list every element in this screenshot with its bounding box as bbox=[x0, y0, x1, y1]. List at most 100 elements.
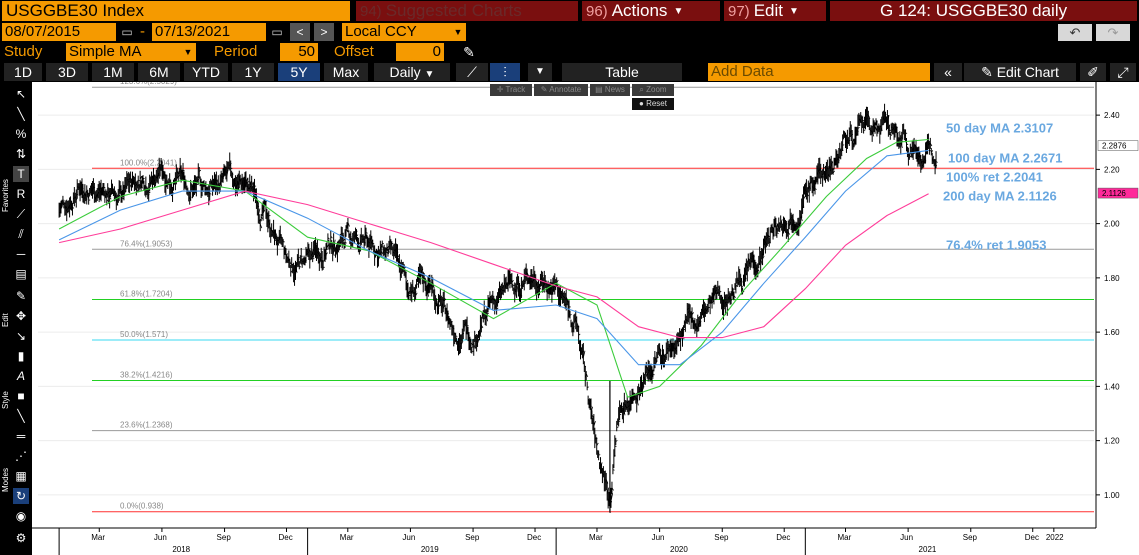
frequency-label: Daily bbox=[389, 64, 421, 80]
mode-icon[interactable]: ↻ bbox=[13, 488, 29, 504]
regression-icon[interactable]: R bbox=[16, 187, 26, 201]
bar-chart-icon[interactable]: ⫶ bbox=[490, 63, 520, 81]
undo-button[interactable]: ↶ bbox=[1058, 24, 1092, 41]
price-chart[interactable]: 123.6%(2.5029) 100.0%(2.2041) 76.4%(1.9053… bbox=[32, 82, 1139, 555]
price-bar-close bbox=[290, 270, 293, 274]
move-icon[interactable]: ✥ bbox=[15, 309, 27, 323]
channel-icon[interactable]: ⫽ bbox=[18, 227, 24, 241]
chevron-down-icon[interactable]: ▼ bbox=[528, 63, 552, 81]
price-bar-close bbox=[103, 186, 106, 189]
price-bar-close bbox=[526, 272, 530, 277]
add-data-input[interactable]: Add Data bbox=[708, 63, 930, 81]
range-tab-1d[interactable]: 1D bbox=[4, 63, 42, 81]
prev-period-button[interactable]: < bbox=[290, 23, 310, 41]
pencil-icon: ✎ bbox=[540, 85, 548, 94]
pattern-icon[interactable]: ▦ bbox=[15, 469, 27, 483]
price-bar-close bbox=[930, 150, 934, 153]
ticker-field[interactable]: USGGBE30 Index bbox=[2, 1, 350, 21]
price-bar-close bbox=[851, 138, 855, 145]
price-bar-close bbox=[814, 188, 817, 190]
price-bar-close bbox=[762, 255, 765, 260]
expand-icon[interactable]: ⤢ bbox=[1110, 63, 1136, 81]
chevron-down-icon[interactable]: ▼ bbox=[450, 23, 466, 41]
line-style-icon[interactable]: ═ bbox=[16, 429, 26, 443]
table-button[interactable]: Table bbox=[562, 63, 682, 81]
study-select[interactable]: Simple MA bbox=[66, 43, 180, 61]
dashed-line-icon[interactable]: ⋰ bbox=[15, 449, 27, 463]
chart-background bbox=[32, 82, 1139, 555]
chevron-down-icon[interactable]: ▼ bbox=[180, 43, 196, 61]
price-bar-close bbox=[485, 314, 489, 322]
news-button[interactable]: ▤ News bbox=[590, 84, 630, 96]
offset-label: Offset bbox=[334, 43, 374, 60]
range-tab-5y[interactable]: 5Y bbox=[278, 63, 320, 81]
price-bar-close bbox=[289, 261, 292, 265]
price-bar-close bbox=[614, 445, 617, 448]
select-icon[interactable]: ↘ bbox=[15, 329, 27, 343]
zoom-button[interactable]: ⌕ Zoom bbox=[632, 84, 674, 96]
eraser-icon[interactable]: ▮ bbox=[17, 349, 25, 363]
palette-icon[interactable]: ◉ bbox=[15, 509, 27, 523]
currency-select[interactable]: Local CCY bbox=[342, 23, 450, 41]
line-color-icon[interactable]: ╲ bbox=[17, 409, 25, 423]
line-chart-icon[interactable]: ⟋ bbox=[456, 63, 488, 81]
price-bar-close bbox=[385, 250, 388, 254]
range-tab-max[interactable]: Max bbox=[324, 63, 368, 81]
start-date-field[interactable]: 08/07/2015 bbox=[2, 23, 116, 41]
calendar-icon[interactable]: ▭ bbox=[118, 23, 136, 41]
range-tab-3d[interactable]: 3D bbox=[46, 63, 88, 81]
suggested-charts-button[interactable]: 94) Suggested Charts bbox=[356, 1, 578, 21]
actions-menu-button[interactable]: 96) Actions ▼ bbox=[582, 1, 720, 21]
pen-icon[interactable]: ✎ bbox=[15, 289, 27, 303]
line-tool-icon[interactable]: ╲ bbox=[17, 107, 25, 121]
price-bar-close bbox=[582, 350, 586, 358]
x-tick-label: Jun bbox=[402, 533, 415, 542]
period-input[interactable]: 50 bbox=[280, 43, 318, 61]
price-bar-close bbox=[358, 242, 361, 245]
news-icon: ▤ bbox=[595, 85, 603, 94]
price-bar-close bbox=[182, 169, 185, 172]
trend-icon[interactable]: ⟋ bbox=[16, 207, 26, 221]
chart-settings-icon[interactable]: ✐ bbox=[1080, 63, 1106, 81]
track-button[interactable]: ✛ Track bbox=[490, 84, 532, 96]
range-tab-1y[interactable]: 1Y bbox=[232, 63, 274, 81]
price-bar-close bbox=[426, 289, 430, 297]
price-bar-close bbox=[775, 223, 778, 231]
fibonacci-icon[interactable]: ⇅ bbox=[15, 147, 27, 161]
range-tab-1m[interactable]: 1M bbox=[92, 63, 134, 81]
price-bar-close bbox=[259, 224, 263, 229]
price-bar-close bbox=[477, 338, 480, 344]
x-tick-label: Mar bbox=[837, 533, 851, 542]
next-period-button[interactable]: > bbox=[314, 23, 334, 41]
frequency-select[interactable]: Daily ▼ bbox=[374, 63, 450, 81]
reset-button[interactable]: ● Reset bbox=[632, 98, 674, 110]
band-icon[interactable]: ▤ bbox=[15, 267, 27, 281]
edit-chart-button[interactable]: ✎ Edit Chart bbox=[964, 63, 1076, 81]
font-icon[interactable]: A bbox=[16, 369, 25, 383]
price-bar-close bbox=[760, 258, 763, 265]
price-bar-close bbox=[591, 414, 594, 418]
redo-button[interactable]: ↷ bbox=[1096, 24, 1130, 41]
annotate-button[interactable]: ✎ Annotate bbox=[534, 84, 588, 96]
pointer-icon[interactable]: ↖ bbox=[15, 87, 27, 101]
end-date-field[interactable]: 07/13/2021 bbox=[152, 23, 266, 41]
text-tool-icon[interactable]: T bbox=[13, 166, 29, 182]
price-bar-close bbox=[644, 371, 648, 378]
y-tick-label: 1.80 bbox=[1104, 274, 1120, 283]
range-bar: 1D 3D 1M 6M YTD 1Y 5Y Max Daily ▼ ⟋ ⫶ ▼ … bbox=[0, 62, 1139, 82]
offset-input[interactable]: 0 bbox=[396, 43, 444, 61]
collapse-icon[interactable]: « bbox=[934, 63, 962, 81]
range-tab-ytd[interactable]: YTD bbox=[184, 63, 228, 81]
pencil-icon[interactable]: ✎ bbox=[458, 43, 480, 61]
price-bar-close bbox=[489, 301, 492, 304]
actions-label: Actions bbox=[611, 1, 668, 20]
x-tick-label: Sep bbox=[963, 533, 978, 542]
fill-color-icon[interactable]: ■ bbox=[17, 389, 25, 403]
horizontal-line-icon[interactable]: ─ bbox=[16, 247, 26, 261]
gear-icon[interactable]: ⚙ bbox=[15, 531, 27, 545]
price-bar-close bbox=[676, 340, 679, 347]
calendar-icon[interactable]: ▭ bbox=[268, 23, 286, 41]
range-tab-6m[interactable]: 6M bbox=[138, 63, 180, 81]
edit-menu-button[interactable]: 97) Edit ▼ bbox=[724, 1, 826, 21]
percent-tool-icon[interactable]: % bbox=[15, 127, 27, 141]
